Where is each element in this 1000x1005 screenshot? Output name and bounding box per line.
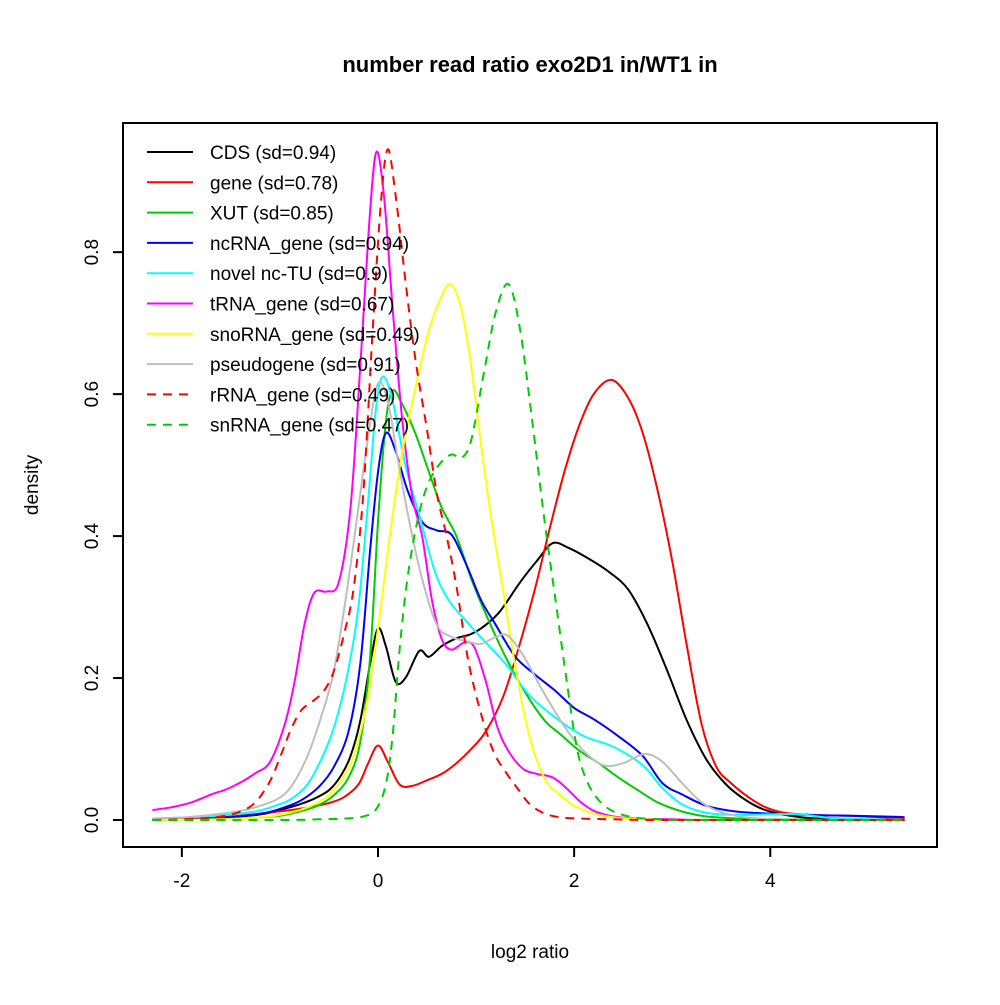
series-line-snorna_gene (152, 282, 905, 822)
legend-item-label: snRNA_gene (sd=0.47) (210, 416, 409, 437)
legend-item-label: snoRNA_gene (sd=0.49) (210, 325, 420, 346)
legend-item-label: ncRNA_gene (sd=0.94) (210, 234, 409, 255)
legend-item: XUT (sd=0.85) (147, 204, 334, 225)
y-tick-label: 0.2 (82, 665, 103, 691)
y-axis-ticks: 0.0 0.2 0.4 0.6 0.8 (82, 239, 123, 833)
series-line-novel (152, 375, 905, 821)
legend-item-label: CDS (sd=0.94) (210, 143, 336, 164)
y-axis-label: density (22, 454, 43, 515)
y-tick-label: 0.4 (82, 522, 103, 549)
series-line-pseudogene (152, 381, 905, 822)
series-line-trna_gene (152, 150, 905, 822)
legend: CDS (sd=0.94) gene (sd=0.78) XUT (sd=0.85)… (147, 143, 420, 437)
legend-item: snRNA_gene (sd=0.47) (147, 416, 409, 437)
legend-item: pseudogene (sd=0.91) (147, 355, 401, 376)
legend-item-label: tRNA_gene (sd=0.67) (210, 295, 394, 316)
legend-item-label: pseudogene (sd=0.91) (210, 355, 401, 376)
series-line-gene (152, 378, 905, 820)
legend-item: ncRNA_gene (sd=0.94) (147, 234, 409, 255)
legend-item: gene (sd=0.78) (147, 173, 338, 194)
series-paths (152, 148, 905, 822)
legend-item: tRNA_gene (sd=0.67) (147, 295, 394, 316)
x-tick-label: 2 (569, 871, 580, 892)
plot-border (122, 122, 938, 848)
x-axis-label: log2 ratio (491, 942, 569, 963)
x-tick-label: -2 (173, 871, 190, 892)
legend-item: rRNA_gene (sd=0.49) (147, 385, 395, 406)
y-tick-label: 0.6 (82, 381, 103, 407)
series-line-rrna_gene (152, 148, 905, 822)
series-line-xut (152, 389, 905, 822)
legend-item: novel nc-TU (sd=0.9) (147, 264, 388, 285)
legend-item-label: novel nc-TU (sd=0.9) (210, 264, 388, 285)
y-tick-label: 0.0 (82, 807, 103, 833)
legend-item-label: rRNA_gene (sd=0.49) (210, 385, 395, 406)
legend-item-label: gene (sd=0.78) (210, 173, 338, 194)
x-tick-label: 4 (765, 871, 776, 892)
x-tick-label: 0 (373, 871, 384, 892)
series-line-ncrna_gene (152, 431, 905, 821)
x-axis-ticks: -2 0 2 4 (173, 847, 776, 892)
series-line-snrna_gene (152, 282, 905, 822)
legend-item-label: XUT (sd=0.85) (210, 204, 334, 225)
legend-item: CDS (sd=0.94) (147, 143, 336, 164)
legend-item: snoRNA_gene (sd=0.49) (147, 325, 420, 346)
series-line-cds (152, 541, 905, 821)
y-tick-label: 0.8 (82, 239, 103, 265)
chart-title: number read ratio exo2D1 in/WT1 in (342, 52, 717, 77)
